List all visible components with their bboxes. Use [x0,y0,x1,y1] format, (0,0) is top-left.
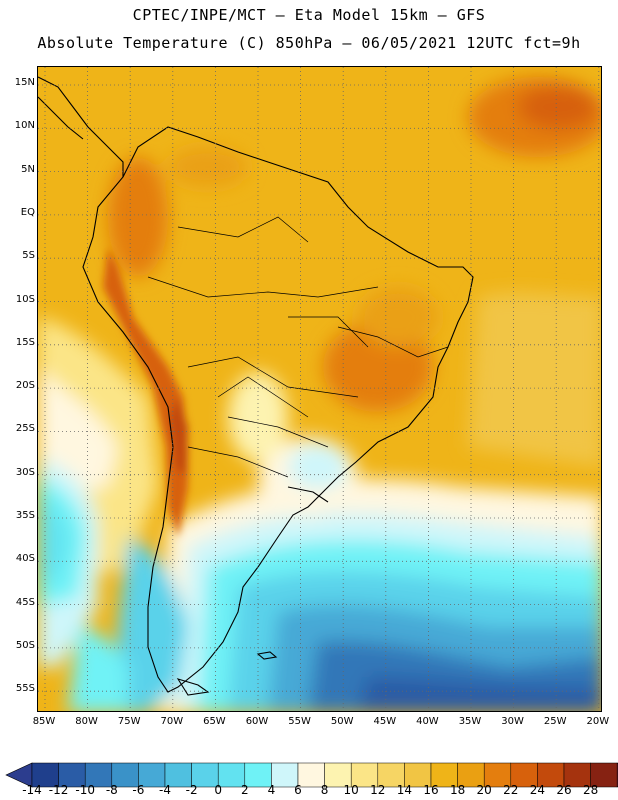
latitude-label: EQ [20,206,35,218]
longitude-label: 45W [373,716,397,727]
longitude-label: 60W [245,716,269,727]
temperature-field [38,77,601,711]
colorbar-tick-label: 8 [320,783,329,797]
latitude-label: 50S [15,639,35,651]
colorbar-swatch [84,762,113,788]
colorbar-tick-label: 4 [267,783,276,797]
longitude-label: 65W [203,716,226,727]
latitude-label: 15S [15,336,35,348]
colorbar-tick-label: -10 [75,783,95,797]
colorbar-swatch [297,762,325,788]
colorbar-tick-label: 14 [396,783,413,797]
longitude-label: 85W [32,716,56,727]
colorbar-tick-label: 20 [476,783,492,797]
colorbar-swatch [590,762,618,788]
temperature-map [37,66,602,712]
map-title-line-2: Absolute Temperature (C) 850hPa — 06/05/… [37,34,581,52]
colorbar-tick-label: 0 [214,783,222,797]
latitude-label: 5S [22,250,35,262]
colorbar [5,762,618,788]
latitude-label: 45S [15,596,35,608]
longitude-label: 75W [117,716,141,727]
colorbar-tick-label: 6 [294,783,302,797]
map-canvas [38,67,601,711]
latitude-label: 5N [21,163,35,175]
latitude-label: 40S [15,553,35,565]
longitude-label: 30W [501,716,524,727]
colorbar-tick-label: -8 [105,783,118,797]
colorbar-swatch [31,762,59,788]
andes-ridge [103,247,188,537]
longitude-label: 40W [416,716,439,727]
latitude-label: 20S [15,380,35,392]
colorbar-swatch [138,762,166,788]
colorbar-swatch [350,762,379,788]
longitude-label: 35W [458,716,482,727]
colorbar-tick-label: 28 [582,783,599,797]
colorbar-tick-label: -6 [132,783,145,797]
colorbar-swatch [58,762,86,788]
colorbar-tick-label: -4 [159,783,171,797]
latitude-label: 35S [15,510,35,521]
longitude-label: 20W [586,716,610,727]
colorbar-swatch [271,762,299,788]
colorbar-tick-label: 2 [240,783,249,797]
latitude-label: 10S [15,293,35,305]
colorbar-tick-label: 26 [556,783,572,797]
longitude-label: 55W [288,716,311,727]
latitude-label: 30S [15,466,35,478]
colorbar-swatch [244,762,272,788]
colorbar-tick-label: 24 [529,783,546,797]
colorbar-swatch [537,762,565,788]
colorbar-tick-label: 22 [503,783,519,797]
latitude-label: 10N [14,120,35,132]
colorbar-tick-label: 10 [343,783,359,797]
colorbar-tick-label: 18 [449,783,466,797]
colorbar-tick-label: -14 [22,783,42,797]
longitude-label: 70W [160,716,184,727]
colorbar-swatch [191,762,219,788]
colorbar-swatch [111,762,139,788]
colorbar-swatch [483,762,512,788]
colorbar-tick-label: -12 [48,783,69,797]
colorbar-swatch [217,762,246,788]
colorbar-swatch [510,762,538,788]
colorbar-tick-label: 12 [370,783,386,797]
longitude-label: 80W [75,716,98,727]
latitude-label: 55S [15,683,35,695]
map-title-line-1: CPTEC/INPE/MCT — Eta Model 15km — GFS [132,6,486,24]
longitude-label: 50W [330,716,354,727]
colorbar-swatch [377,762,405,788]
colorbar-tick-label: 16 [423,783,439,797]
colorbar-swatch [324,762,352,788]
latitude-label: 15N [14,77,35,88]
colorbar-swatch [430,762,458,788]
latitude-label: 25S [15,423,35,435]
colorbar-tick-label: -2 [185,783,198,797]
longitude-label: 25W [543,716,567,727]
